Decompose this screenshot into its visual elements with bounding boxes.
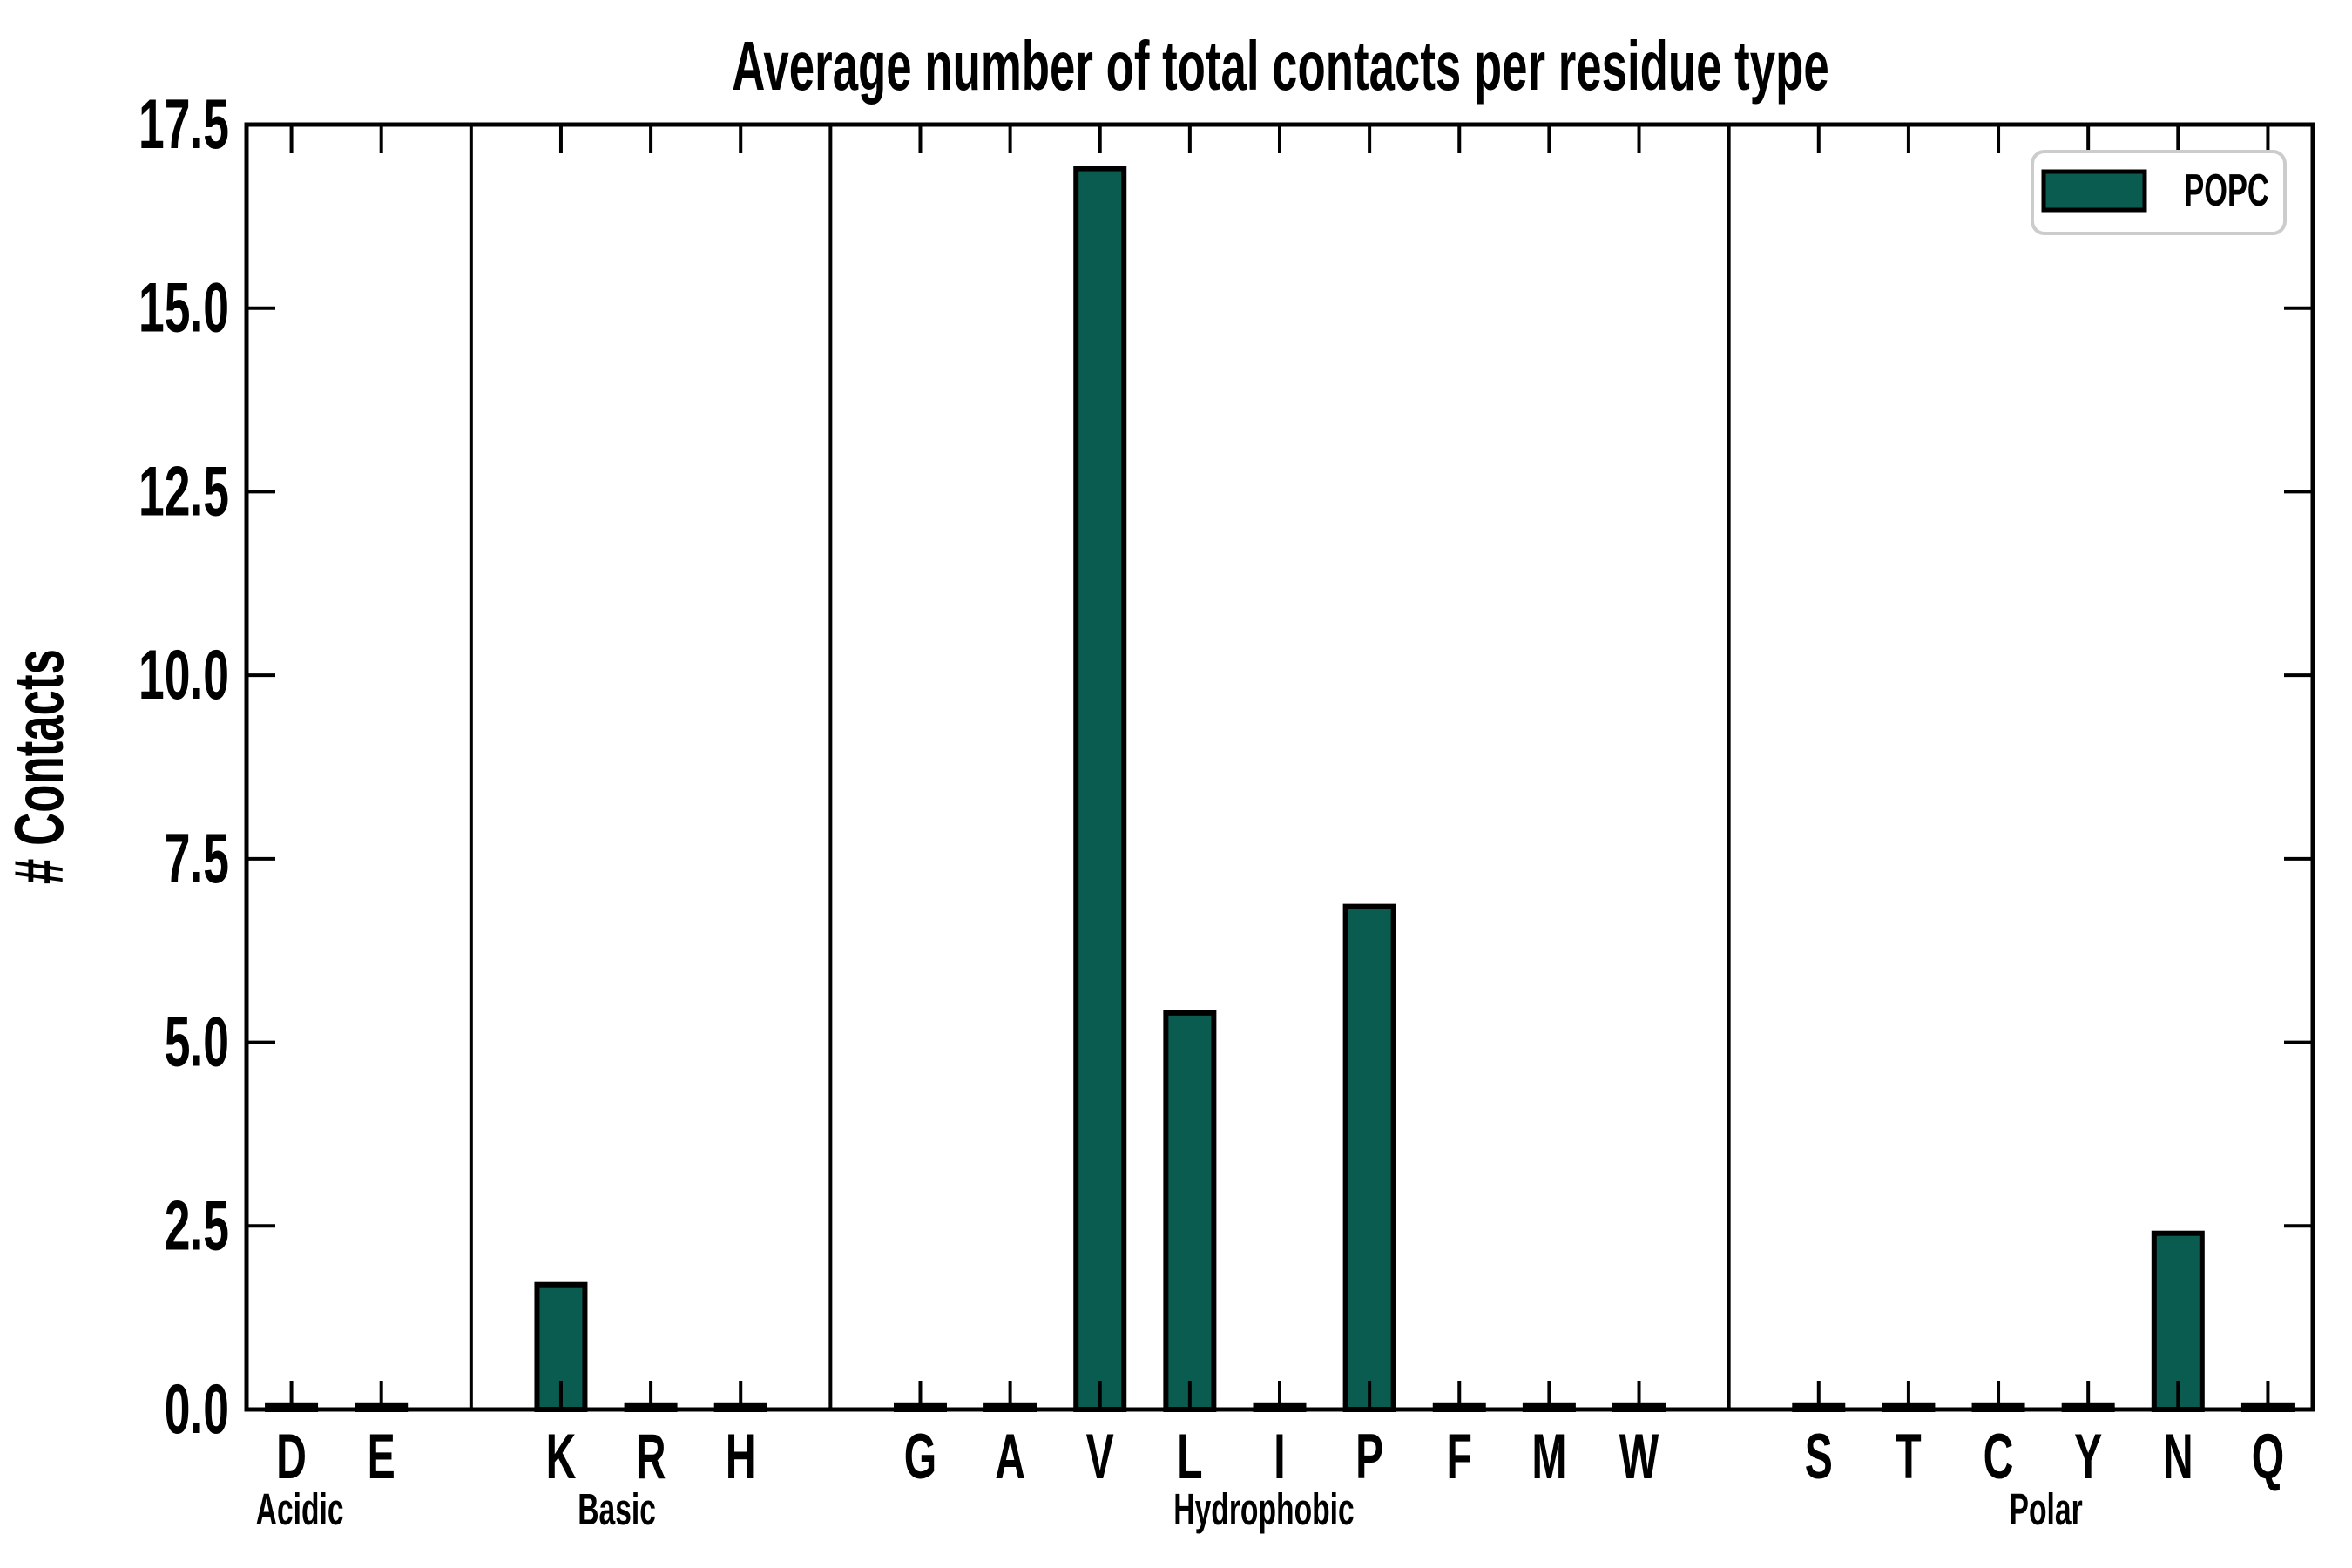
- bar-N: [2151, 1230, 2205, 1412]
- y-tick-label: 17.5: [139, 84, 229, 164]
- y-tick-label: 2.5: [165, 1186, 229, 1265]
- y-tick-label: 15.0: [139, 268, 229, 348]
- legend-label: POPC: [2184, 166, 2268, 216]
- group-label-acidic: Acidic: [256, 1485, 344, 1535]
- x-tick-label-R: R: [636, 1422, 666, 1492]
- y-tick-label: 12.5: [139, 451, 229, 531]
- x-tick-label-S: S: [1805, 1422, 1833, 1492]
- bar-L: [1163, 1010, 1217, 1413]
- x-tick-label-W: W: [1619, 1422, 1659, 1492]
- legend: POPC: [2031, 150, 2287, 235]
- x-tick-label-A: A: [995, 1422, 1025, 1492]
- x-tick-label-D: D: [276, 1422, 307, 1492]
- y-tick-label: 7.5: [165, 819, 229, 898]
- x-tick-label-N: N: [2163, 1422, 2193, 1492]
- chart-title: Average number of total contacts per res…: [732, 28, 1828, 105]
- group-label-hydrophobic: Hydrophobic: [1173, 1485, 1354, 1535]
- group-label-polar: Polar: [2010, 1485, 2083, 1535]
- y-tick-label: 5.0: [165, 1002, 229, 1081]
- x-tick-label-I: I: [1274, 1422, 1285, 1492]
- group-label-basic: Basic: [578, 1485, 656, 1535]
- x-tick-label-K: K: [546, 1422, 577, 1492]
- bar-P: [1342, 903, 1396, 1412]
- plot-area: 0.0 2.5 5.0 7.5 10.0 12.5 15.0 17.5 D E Acidic K R H B…: [139, 84, 2315, 1535]
- x-tick-label-L: L: [1177, 1422, 1202, 1492]
- x-tick-label-F: F: [1447, 1422, 1472, 1492]
- y-tick-label: 0.0: [165, 1369, 229, 1449]
- x-tick-label-G: G: [904, 1422, 936, 1492]
- x-tick-label-Y: Y: [2074, 1422, 2102, 1492]
- bar-V: [1073, 166, 1127, 1413]
- x-tick-label-Q: Q: [2252, 1422, 2284, 1492]
- x-tick-label-V: V: [1086, 1422, 1114, 1492]
- x-tick-label-C: C: [1984, 1422, 2014, 1492]
- y-axis-label: # Contacts: [1, 649, 78, 884]
- x-tick-label-E: E: [368, 1422, 395, 1492]
- x-tick-label-P: P: [1355, 1422, 1383, 1492]
- x-tick-label-H: H: [726, 1422, 756, 1492]
- x-tick-label-T: T: [1896, 1422, 1922, 1492]
- axes-box: [244, 122, 2315, 1412]
- x-tick-label-M: M: [1531, 1422, 1566, 1492]
- legend-swatch: [2041, 169, 2147, 213]
- y-tick-label: 10.0: [139, 635, 229, 714]
